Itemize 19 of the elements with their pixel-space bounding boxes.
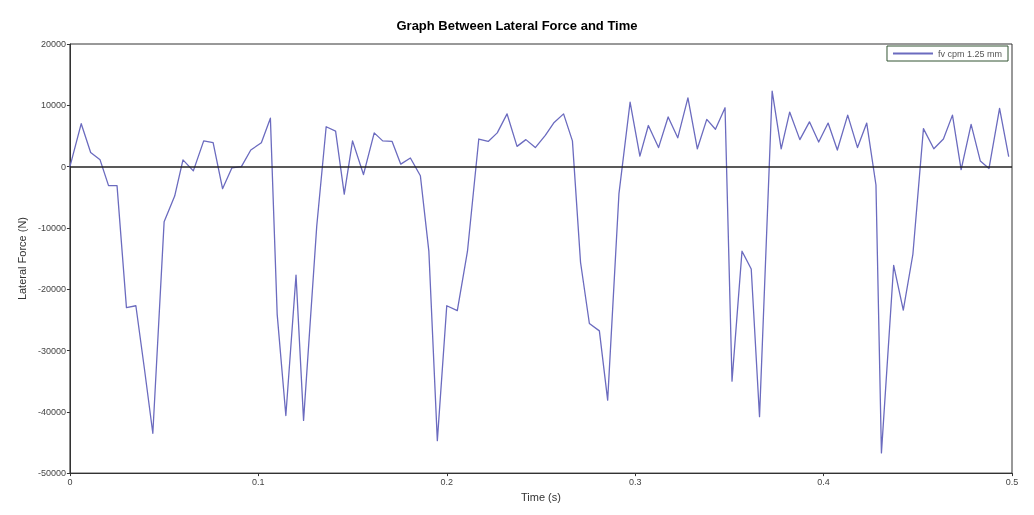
y-tick-label: 10000 bbox=[40, 100, 66, 111]
y-tick-label: -30000 bbox=[37, 345, 66, 356]
legend-label: fv cpm 1.25 mm bbox=[937, 48, 1002, 59]
y-axis-title: Lateral Force (N) bbox=[15, 216, 28, 301]
chart-title: Graph Between Lateral Force and Time bbox=[396, 18, 638, 33]
x-axis-title: Time (s) bbox=[521, 490, 561, 503]
y-tick-label: 20000 bbox=[40, 39, 66, 49]
y-tick-label: -20000 bbox=[37, 284, 66, 295]
x-tick-label: 0 bbox=[67, 476, 73, 487]
y-tick-label: -40000 bbox=[37, 406, 66, 417]
line-series bbox=[69, 90, 1010, 454]
y-tick-label: -50000 bbox=[37, 468, 66, 479]
x-tick-label: 0.3 bbox=[628, 476, 642, 487]
y-tick-label: -10000 bbox=[37, 222, 66, 233]
y-tick-label: 0 bbox=[60, 161, 66, 172]
x-tick-label: 0.1 bbox=[252, 476, 265, 487]
x-tick-label: 0.5 bbox=[1005, 476, 1019, 487]
x-tick-label: 0.2 bbox=[440, 476, 454, 487]
x-tick-label: 0.4 bbox=[817, 476, 830, 487]
